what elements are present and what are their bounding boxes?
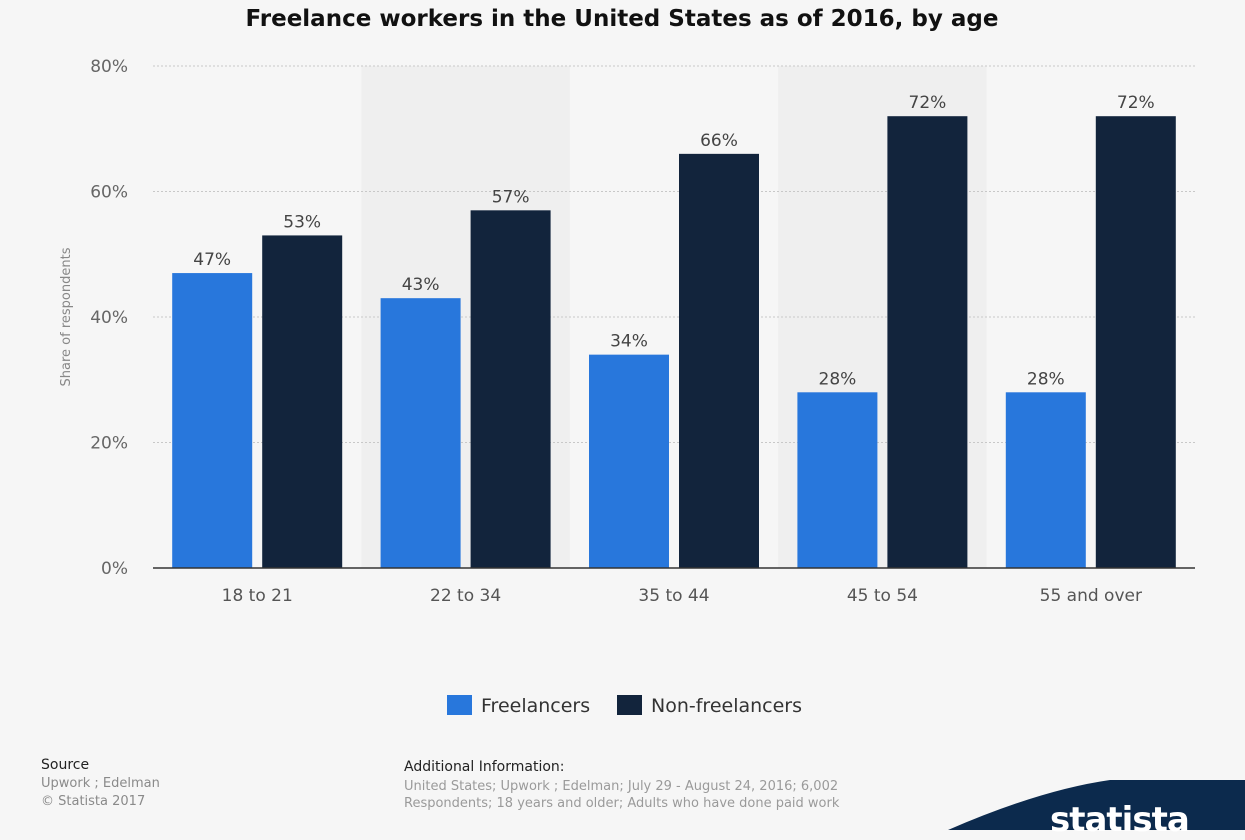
source-block: Source Upwork ; Edelman © Statista 2017 [41,757,160,809]
y-tick-label: 80% [90,57,128,77]
source-title: Source [41,757,90,773]
copyright-line: © Statista 2017 [41,794,146,809]
y-tick-label: 60% [90,183,128,203]
data-label: 72% [1117,93,1155,113]
data-label: 72% [909,93,947,113]
legend-swatch [617,695,642,715]
bar-freelancers [1005,392,1086,568]
data-label: 57% [492,187,530,207]
source-line: Upwork ; Edelman [41,776,160,791]
bar-non-freelancers [470,210,551,568]
bar-non-freelancers [1095,116,1176,568]
bar-non-freelancers [887,116,968,568]
brand-logo: statista [1050,800,1190,840]
chart-title: Freelance workers in the United States a… [246,6,999,32]
data-label: 43% [402,275,440,295]
bar-freelancers [172,273,253,568]
y-tick-label: 0% [101,559,128,579]
y-tick-label: 40% [90,308,128,328]
y-axis-label: Share of respondents [59,247,74,386]
bar-freelancers [380,298,461,568]
data-label: 53% [283,212,321,232]
legend-label: Freelancers [481,695,590,717]
brand-swoosh [948,780,1245,830]
additional-info-block: Additional Information: United States; U… [404,759,894,812]
data-label: 28% [1027,369,1065,389]
legend-label: Non-freelancers [651,695,802,717]
bar-non-freelancers [679,153,759,568]
legend-swatch [447,695,472,715]
x-tick-label: 35 to 44 [638,586,709,606]
data-label: 34% [610,332,648,352]
bar-freelancers [589,354,669,568]
data-label: 47% [193,250,231,270]
x-tick-label: 22 to 34 [430,586,501,606]
x-tick-label: 55 and over [1040,586,1142,606]
y-tick-label: 20% [90,434,128,454]
bar-non-freelancers [262,235,343,569]
additional-info-text: United States; Upwork ; Edelman; July 29… [404,779,840,811]
x-tick-label: 45 to 54 [847,586,918,606]
additional-info-title: Additional Information: [404,759,565,775]
x-tick-label: 18 to 21 [222,586,293,606]
data-label: 28% [819,369,857,389]
data-label: 66% [700,131,738,151]
bar-freelancers [797,392,878,568]
